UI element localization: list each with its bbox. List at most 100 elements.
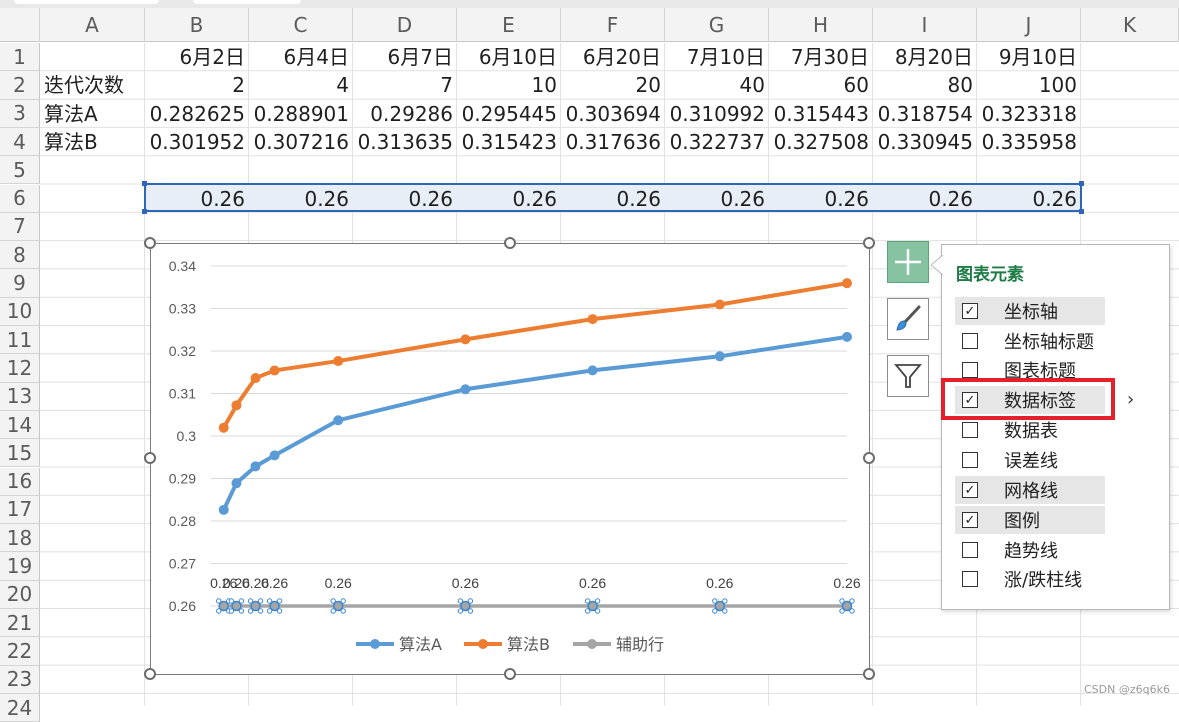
cell-i1[interactable]: 8月20日	[894, 45, 973, 69]
data-point[interactable]	[218, 422, 229, 433]
cell-c3[interactable]: 0.288901	[253, 101, 349, 126]
data-point[interactable]	[842, 278, 852, 289]
point-selection-handle[interactable]	[216, 608, 222, 614]
cell-d1[interactable]: 6月7日	[387, 45, 453, 69]
cell-c4[interactable]: 0.307216	[253, 129, 349, 154]
point-selection-handle[interactable]	[340, 598, 346, 604]
row-header-10[interactable]: 10	[0, 297, 40, 326]
data-point[interactable]	[250, 600, 261, 612]
data-point[interactable]	[587, 600, 598, 612]
point-selection-handle[interactable]	[467, 608, 474, 614]
row-header-14[interactable]: 14	[0, 410, 40, 440]
cell-a4[interactable]: 算法B	[44, 129, 98, 154]
cell-b6[interactable]: 0.26	[200, 186, 245, 211]
point-selection-handle[interactable]	[712, 608, 718, 614]
data-label[interactable]: 0.26	[210, 575, 237, 591]
legend-label[interactable]: 算法B	[507, 635, 550, 654]
row-header-19[interactable]: 19	[0, 552, 40, 581]
data-point[interactable]	[269, 600, 280, 612]
data-point[interactable]	[250, 461, 261, 472]
point-selection-handle[interactable]	[849, 608, 855, 614]
chart-element-option[interactable]: ✓ 坐标轴	[955, 297, 1105, 325]
row-header-5[interactable]: 5	[0, 156, 40, 185]
row-header-17[interactable]: 17	[0, 495, 40, 525]
data-point[interactable]	[460, 334, 471, 345]
checkbox[interactable]	[962, 452, 978, 468]
chart-resize-handle-r[interactable]	[863, 452, 875, 464]
data-label[interactable]: 0.26	[223, 575, 250, 591]
cell-e3[interactable]: 0.295445	[461, 101, 557, 126]
data-point[interactable]	[269, 450, 280, 461]
point-selection-handle[interactable]	[257, 608, 264, 614]
cell-e2[interactable]: 10	[531, 73, 557, 98]
row-header-4[interactable]: 4	[0, 127, 40, 157]
data-point[interactable]	[231, 478, 242, 489]
row-header-1[interactable]: 1	[0, 43, 40, 72]
cell-i4[interactable]: 0.330945	[877, 129, 973, 154]
checkbox[interactable]: ✓	[962, 482, 978, 498]
point-selection-handle[interactable]	[266, 608, 273, 614]
row-header-6[interactable]: 6	[0, 184, 40, 213]
chart-resize-handle-br[interactable]	[863, 668, 875, 680]
cell-g3[interactable]: 0.310992	[669, 101, 765, 126]
cell-a2[interactable]: 迭代次数	[44, 73, 124, 98]
point-selection-handle[interactable]	[247, 598, 254, 604]
chart-element-option[interactable]: 趋势线	[955, 536, 1105, 564]
cell-j6[interactable]: 0.26	[1032, 186, 1077, 211]
column-header-c[interactable]: C	[249, 8, 353, 42]
data-point[interactable]	[333, 356, 344, 367]
row-header-23[interactable]: 23	[0, 665, 40, 694]
point-selection-handle[interactable]	[228, 608, 235, 614]
chart-element-option[interactable]: ✓ 图例	[955, 506, 1105, 534]
data-point[interactable]	[714, 351, 725, 362]
point-selection-handle[interactable]	[849, 598, 855, 604]
data-point[interactable]	[231, 400, 242, 411]
cell-h6[interactable]: 0.26	[824, 186, 869, 211]
row-header-13[interactable]: 13	[0, 382, 40, 411]
chart-resize-handle-b[interactable]	[504, 668, 516, 680]
row-header-3[interactable]: 3	[0, 99, 40, 128]
row-header-18[interactable]: 18	[0, 524, 40, 553]
chart-plot[interactable]: 0.260.270.280.290.30.310.320.330.340.260…	[151, 244, 869, 674]
chart-resize-handle-l[interactable]	[144, 452, 156, 464]
data-point[interactable]	[841, 600, 853, 612]
point-selection-handle[interactable]	[216, 598, 222, 604]
data-label[interactable]: 0.26	[579, 575, 606, 591]
point-selection-handle[interactable]	[276, 598, 283, 604]
data-label[interactable]: 0.26	[325, 575, 352, 591]
checkbox[interactable]: ✓	[962, 303, 978, 319]
column-header-e[interactable]: E	[457, 8, 561, 42]
checkbox[interactable]	[962, 362, 978, 378]
cell-f2[interactable]: 20	[635, 73, 661, 98]
column-header-h[interactable]: H	[769, 8, 873, 42]
checkbox[interactable]: ✓	[962, 512, 978, 528]
data-point[interactable]	[714, 299, 725, 310]
select-all-corner[interactable]	[0, 8, 40, 42]
cell-b2[interactable]: 2	[232, 73, 245, 98]
column-header-d[interactable]: D	[353, 8, 457, 42]
chart-element-option[interactable]: 误差线	[955, 446, 1105, 474]
data-point[interactable]	[460, 600, 471, 612]
cell-j2[interactable]: 100	[1038, 73, 1077, 98]
chart-element-option[interactable]: 图表标题	[955, 356, 1105, 384]
chart-resize-handle-tl[interactable]	[144, 237, 156, 249]
legend-label[interactable]: 辅助行	[616, 635, 664, 654]
point-selection-handle[interactable]	[712, 598, 718, 604]
cell-f6[interactable]: 0.26	[616, 186, 661, 211]
data-point[interactable]	[333, 415, 344, 426]
cell-g6[interactable]: 0.26	[720, 186, 765, 211]
point-selection-handle[interactable]	[457, 598, 464, 604]
file-tab[interactable]	[14, 0, 159, 4]
point-selection-handle[interactable]	[266, 598, 273, 604]
data-label[interactable]: 0.26	[242, 575, 269, 591]
data-label[interactable]: 0.26	[833, 575, 860, 591]
point-selection-handle[interactable]	[584, 598, 591, 604]
point-selection-handle[interactable]	[457, 608, 464, 614]
cell-e1[interactable]: 6月10日	[478, 45, 557, 69]
point-selection-handle[interactable]	[257, 598, 264, 604]
cell-h3[interactable]: 0.315443	[773, 101, 869, 126]
cell-f1[interactable]: 6月20日	[582, 45, 661, 69]
column-header-k[interactable]: K	[1081, 8, 1179, 42]
row-header-12[interactable]: 12	[0, 354, 40, 383]
point-selection-handle[interactable]	[722, 598, 728, 604]
